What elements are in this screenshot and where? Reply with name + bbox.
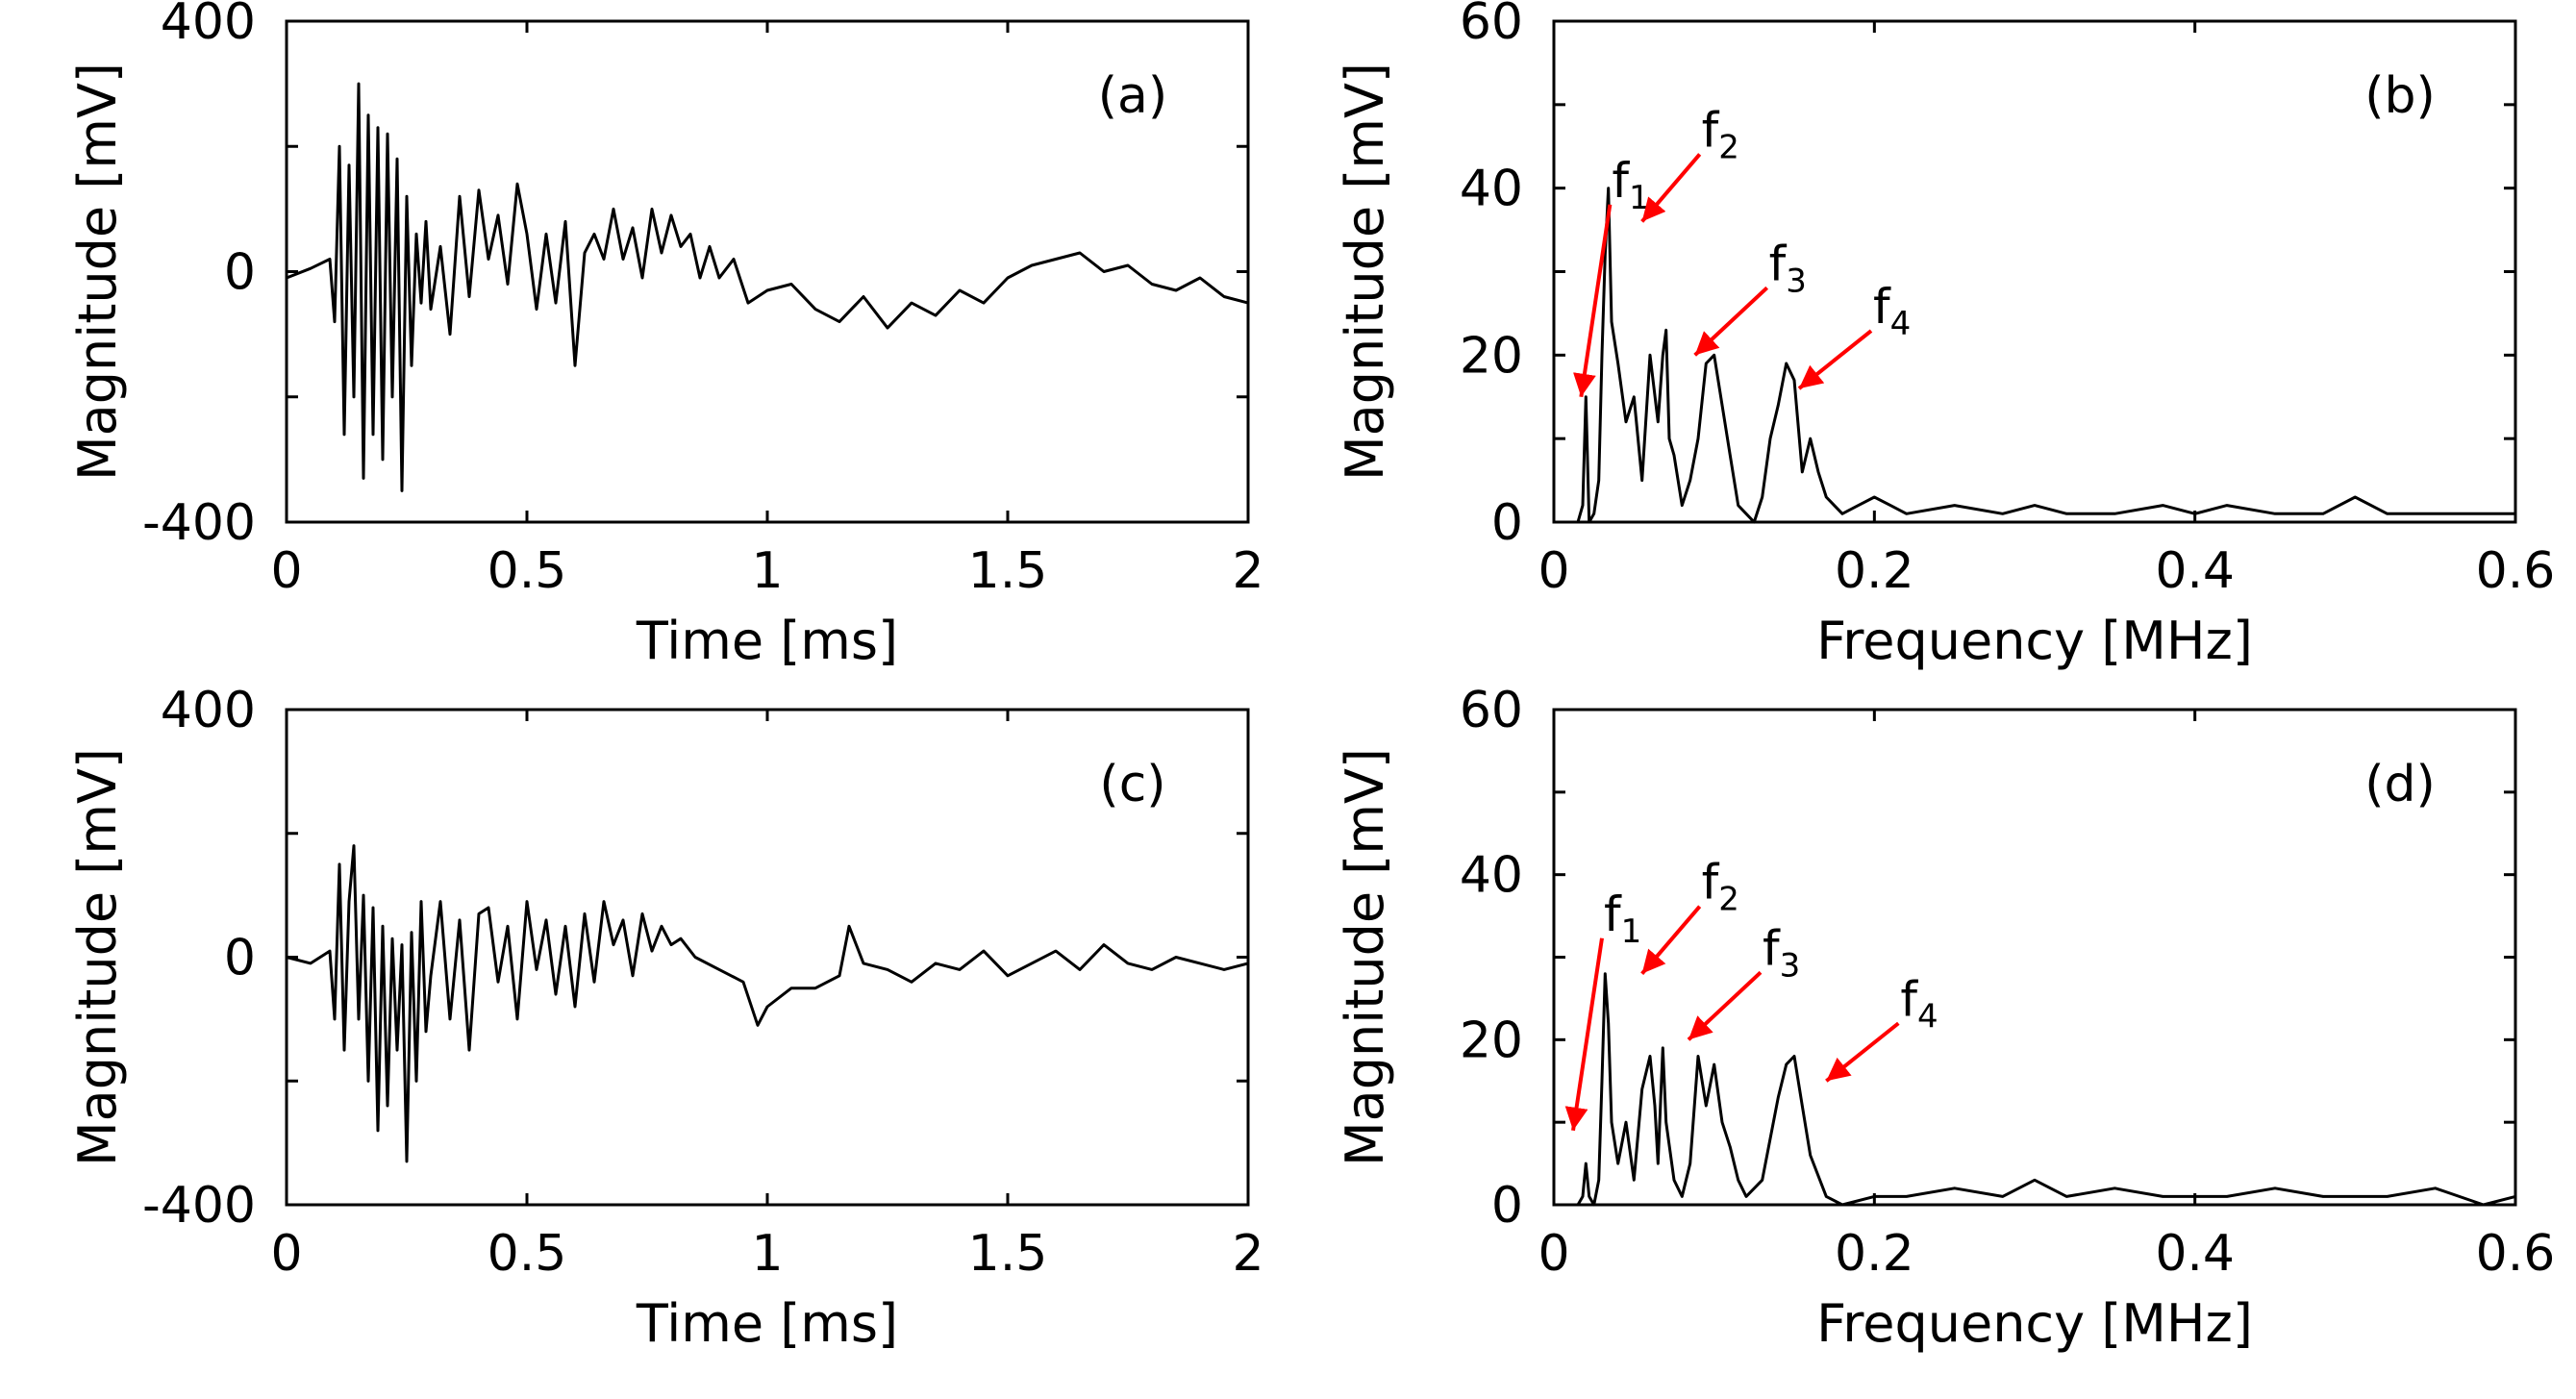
- annotation-arrow-f3: [1687, 970, 1763, 1041]
- series-line-signal: [286, 844, 1249, 1163]
- annotation-arrow-f2: [1640, 153, 1702, 223]
- x-tick-label: 2: [1232, 542, 1263, 600]
- annotation-arrow-f4: [1825, 1021, 1900, 1083]
- panel-label: (c): [1099, 756, 1165, 813]
- series-line-spectrum: [1576, 972, 2516, 1207]
- x-tick-label: 0.2: [1835, 542, 1914, 600]
- x-tick-label: 2: [1232, 1225, 1263, 1283]
- x-tick-label: 0: [1538, 1225, 1569, 1283]
- y-tick-label: -400: [142, 1177, 256, 1235]
- y-tick-label: 0: [224, 930, 256, 987]
- y-tick-label: 40: [1460, 847, 1523, 905]
- chart-panel-d: 0 0.2 0.4 0.6 0 20 40 60 Frequency [MHz] Magnitud…: [1335, 682, 2555, 1354]
- y-tick-label: 400: [161, 682, 256, 739]
- y-tick-label: 60: [1460, 0, 1523, 51]
- annotation-label-f1: f1: [1604, 887, 1641, 951]
- annotation-label-f2: f2: [1702, 102, 1739, 166]
- y-tick-label: 40: [1460, 161, 1523, 218]
- x-tick-label: 0.6: [2476, 1225, 2556, 1283]
- x-tick-label: 1: [751, 542, 783, 600]
- annotation-label-f3: f3: [1763, 920, 1800, 985]
- panel-label: (a): [1098, 67, 1167, 125]
- x-tick-label: 0: [1538, 542, 1569, 600]
- y-tick-label: 400: [161, 0, 256, 51]
- y-tick-label: -400: [142, 494, 256, 552]
- y-tick-label: 60: [1460, 682, 1523, 739]
- x-tick-label: 1: [751, 1225, 783, 1283]
- annotation-label-f4: f4: [1900, 971, 1938, 1036]
- panel-label: (b): [2364, 67, 2436, 125]
- annotation-arrow-f1: [1573, 204, 1613, 398]
- y-axis-label: Magnitude [mV]: [1335, 748, 1395, 1166]
- y-axis-label: Magnitude [mV]: [67, 748, 128, 1166]
- annotation-arrow-f4: [1797, 329, 1873, 390]
- series-line-signal: [286, 82, 1249, 492]
- x-tick-label: 0.5: [488, 1225, 567, 1283]
- x-tick-label: 0.2: [1835, 1225, 1914, 1283]
- x-axis-label: Frequency [MHz]: [1816, 611, 2253, 671]
- series-line-spectrum: [1576, 187, 2515, 524]
- x-tick-label: 0: [270, 542, 302, 600]
- y-tick-label: 0: [1491, 494, 1523, 552]
- annotation-arrow-f3: [1693, 286, 1769, 357]
- y-tick-label: 20: [1460, 1012, 1523, 1069]
- x-tick-label: 1.5: [968, 542, 1048, 600]
- annotation-arrow-f2: [1640, 905, 1702, 975]
- x-tick-label: 0: [270, 1225, 302, 1283]
- y-tick-label: 0: [224, 244, 256, 302]
- panel-label: (d): [2364, 756, 2436, 813]
- annotation-label-f2: f2: [1702, 855, 1739, 919]
- y-axis-label: Magnitude [mV]: [67, 62, 128, 481]
- y-tick-label: 0: [1491, 1177, 1523, 1235]
- annotation-label-f1: f1: [1612, 153, 1649, 217]
- x-tick-label: 1.5: [968, 1225, 1048, 1283]
- x-tick-label: 0.4: [2155, 542, 2235, 600]
- x-axis-label: Time [ms]: [636, 1293, 898, 1354]
- annotation-arrow-f1: [1564, 937, 1604, 1132]
- x-tick-label: 0.4: [2155, 1225, 2235, 1283]
- y-axis-label: Magnitude [mV]: [1335, 62, 1395, 481]
- x-tick-label: 0.5: [488, 542, 567, 600]
- x-axis-label: Time [ms]: [636, 611, 898, 671]
- chart-panel-b: 0 0.2 0.4 0.6 0 20 40 60 Frequency [MHz] Magnitud…: [1335, 0, 2555, 671]
- x-axis-label: Frequency [MHz]: [1816, 1293, 2253, 1354]
- y-tick-label: 20: [1460, 327, 1523, 385]
- x-tick-label: 0.6: [2476, 542, 2556, 600]
- annotation-label-f4: f4: [1873, 279, 1911, 343]
- annotation-label-f3: f3: [1769, 236, 1807, 300]
